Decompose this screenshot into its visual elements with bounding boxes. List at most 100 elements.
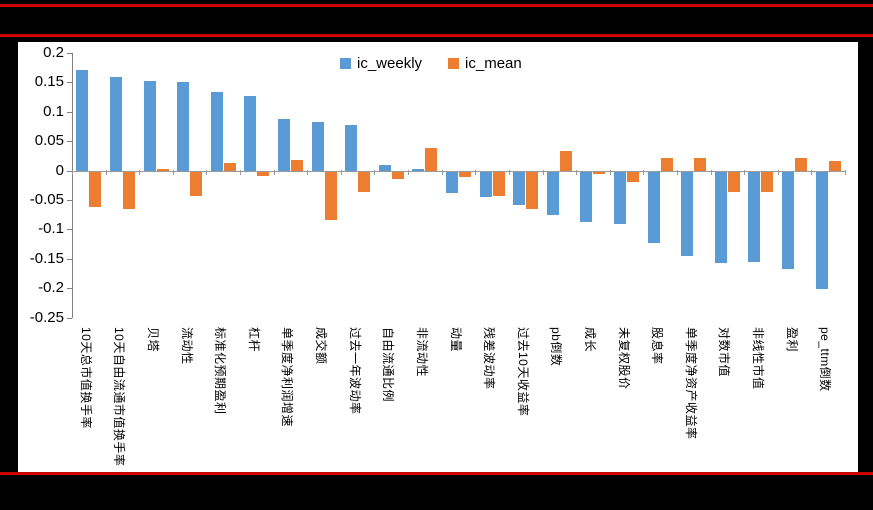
x-axis-tick [811, 169, 813, 175]
bar-ic_mean [559, 151, 572, 171]
bar-ic_weekly [647, 171, 660, 244]
bar-ic_mean [425, 148, 438, 171]
category-label: 10天总市值换手率 [78, 327, 93, 429]
chart-panel: ic_weekly ic_mean 0.2 0.15 0.1 0.05 0 -0.05 -0… [18, 42, 858, 472]
y-axis-tick [67, 229, 72, 231]
bar-ic_mean [89, 171, 102, 207]
x-axis-tick [374, 169, 376, 175]
category-label: pb倒数 [549, 327, 564, 367]
category-label: 过去一年波动率 [347, 327, 362, 415]
bar-ic_mean [627, 171, 640, 182]
legend-label-ic-weekly: ic_weekly [357, 55, 423, 72]
legend-label-ic-mean: ic_mean [465, 55, 522, 72]
category-label: 流动性 [179, 327, 194, 365]
category-label: 10天自由流通市值换手率 [112, 327, 127, 467]
category-label: 非流动性 [414, 327, 429, 378]
bar-ic_mean [459, 171, 471, 177]
bar-ic_weekly [244, 95, 257, 171]
bar-ic_weekly [714, 171, 727, 263]
x-axis-tick [273, 169, 275, 175]
bar-ic_weekly [580, 171, 593, 223]
x-axis-tick [240, 169, 242, 175]
bar-ic_weekly [143, 80, 156, 171]
bar-ic_weekly [513, 171, 526, 205]
x-axis-tick [72, 169, 73, 175]
y-tick-label: -0.05 [29, 191, 64, 208]
y-axis-tick [67, 317, 72, 319]
x-axis-tick [508, 169, 510, 175]
y-axis-tick [67, 258, 72, 260]
category-label: 单季度净资产收益率 [683, 327, 698, 440]
x-axis-tick [139, 169, 141, 175]
category-label: 未复权股价 [616, 327, 631, 390]
bar-ic_weekly [210, 92, 223, 171]
x-axis-tick [744, 169, 746, 175]
bar-ic_mean [694, 158, 707, 171]
bar-ic_weekly [345, 124, 358, 171]
bar-ic_weekly [614, 171, 627, 224]
x-axis-tick [609, 169, 611, 175]
category-label: pe_ttm倒数 [818, 327, 833, 392]
bar-ic_mean [828, 161, 841, 171]
upper-red-rule [0, 34, 873, 37]
category-label: 残差波动率 [482, 327, 497, 390]
category-label: 单季度净利润增速 [280, 327, 295, 428]
category-label: 自由流通比例 [381, 327, 396, 403]
category-label: 杠杆 [246, 327, 261, 353]
y-axis-tick [67, 111, 72, 113]
bar-ic_mean [761, 171, 774, 192]
y-tick-label: 0.05 [34, 132, 64, 150]
y-axis-tick [67, 170, 72, 172]
x-axis-tick [172, 169, 174, 175]
y-axis-tick [67, 288, 72, 290]
bar-ic_weekly [446, 171, 458, 193]
category-label: 非线性市值 [750, 327, 765, 390]
y-tick-label: 0.15 [34, 73, 64, 91]
y-axis-tick [67, 141, 72, 143]
y-axis-tick [67, 200, 72, 201]
y-tick-label: -0.25 [29, 308, 64, 326]
bar-ic_weekly [681, 171, 694, 257]
bar-ic_mean [156, 168, 169, 171]
bar-ic_mean [257, 171, 270, 177]
ic-weekly-swatch-icon [340, 58, 351, 69]
bar-ic_weekly [546, 171, 559, 216]
bar-ic_mean [391, 171, 404, 179]
bar-ic_weekly [748, 171, 761, 263]
y-tick-label: 0.1 [43, 102, 64, 120]
category-label: 成长 [582, 327, 597, 353]
x-axis-tick [475, 169, 477, 175]
x-axis-tick [408, 169, 410, 175]
x-axis-tick [441, 169, 443, 175]
bar-ic_mean [795, 157, 808, 171]
bar-ic_mean [190, 171, 203, 197]
bar-ic_mean [324, 171, 337, 220]
bar-ic_weekly [311, 122, 324, 171]
x-axis-tick [542, 169, 544, 175]
bar-ic_mean [526, 171, 539, 210]
bar-ic_weekly [109, 76, 122, 171]
bar-ic_mean [660, 158, 673, 171]
bar-ic_mean [223, 162, 236, 171]
top-red-rule [0, 4, 873, 7]
bar-ic_mean [727, 171, 740, 193]
x-axis-zero-line [72, 170, 845, 172]
bar-ic_weekly [479, 171, 492, 197]
bar-ic_weekly [782, 171, 795, 270]
bar-ic_mean [122, 171, 135, 209]
category-label: 成交额 [314, 327, 329, 365]
bar-ic_weekly [815, 171, 828, 289]
y-tick-label: 0.2 [43, 44, 64, 61]
bar-ic_weekly [177, 81, 190, 171]
legend-item-ic-mean: ic_mean [448, 55, 522, 72]
category-label: 过去10天收益率 [515, 327, 530, 417]
bar-ic_mean [290, 160, 303, 171]
category-label: 标准化预期盈利 [213, 327, 228, 415]
legend-item-ic-weekly: ic_weekly [340, 55, 422, 72]
bar-ic_mean [492, 171, 505, 196]
y-tick-label: -0.2 [38, 279, 64, 297]
y-tick-label: 0 [55, 161, 64, 179]
y-axis-tick [67, 53, 72, 54]
ic-mean-swatch-icon [448, 58, 460, 69]
